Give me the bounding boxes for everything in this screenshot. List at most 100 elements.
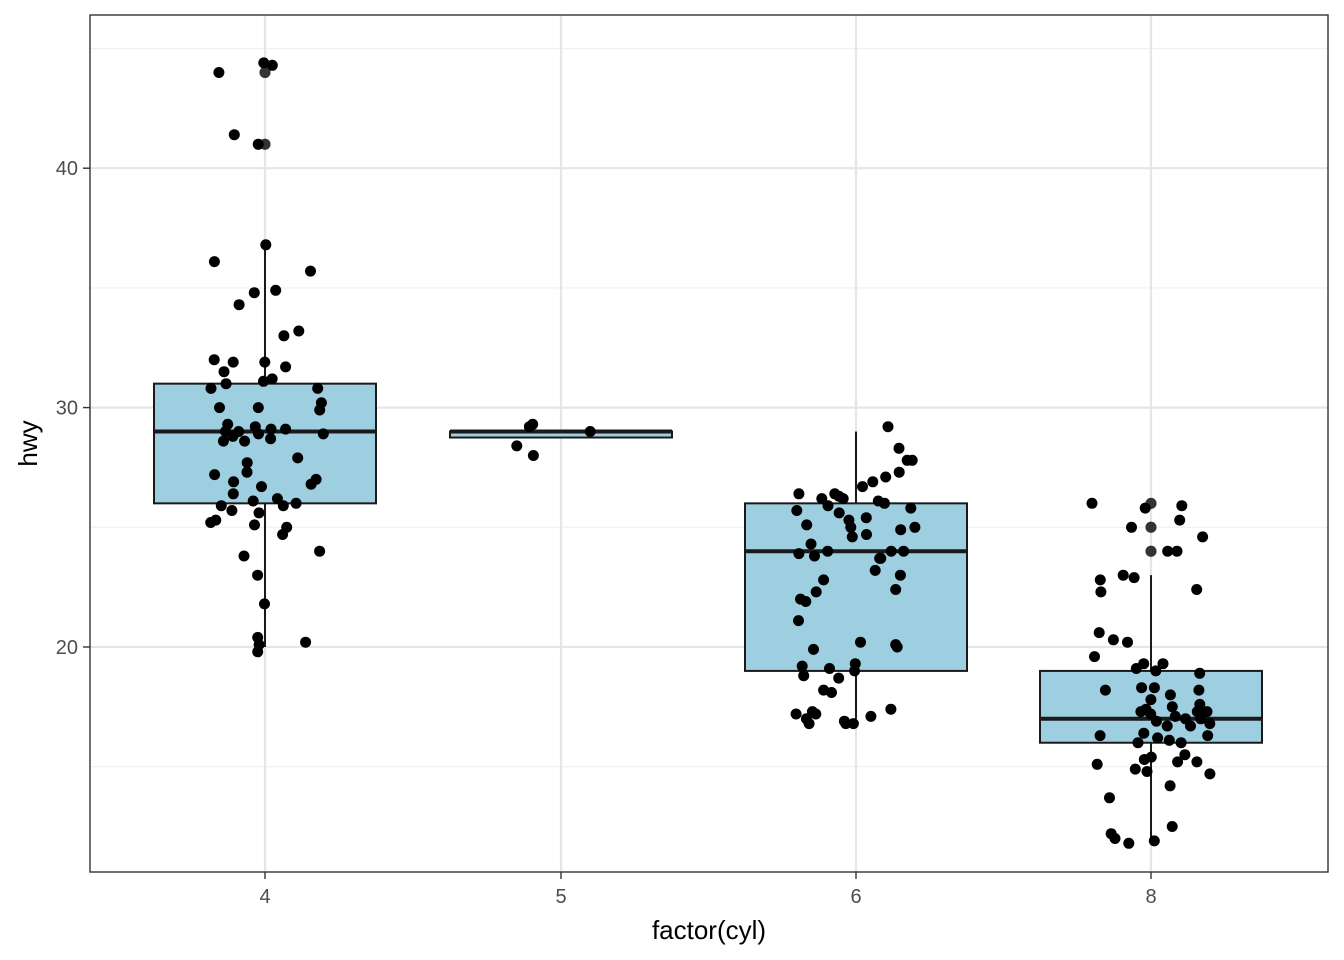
y-tick-label: 40 [56,158,78,180]
data-point [824,663,835,674]
data-point [822,545,834,557]
data-point [1162,545,1174,557]
data-point [258,375,269,387]
data-point [818,574,830,586]
data-point [1089,651,1100,663]
data-point [218,366,230,378]
data-point [1126,521,1137,533]
data-point [228,476,240,488]
data-point [808,643,819,655]
data-point [894,569,906,581]
data-point [833,672,845,684]
data-point [215,500,227,512]
data-point [252,569,264,581]
data-point [1157,658,1169,670]
data-point [253,507,265,519]
data-point [796,660,808,672]
data-point [885,703,897,715]
data-point [266,373,278,385]
data-point [209,469,221,481]
data-point [1123,837,1135,849]
data-point [885,545,897,557]
data-point [1129,763,1141,775]
data-point [803,718,815,730]
data-point [901,454,913,466]
data-point [840,718,852,730]
data-point [208,354,220,366]
data-point [258,57,270,69]
data-point [228,129,240,141]
data-point [898,545,910,557]
data-point [205,517,217,528]
data-point [314,545,326,557]
data-point [816,493,828,505]
data-point [265,433,277,445]
data-point [1094,574,1106,586]
data-point [1094,730,1106,742]
data-point [277,500,289,512]
data-point [249,519,260,531]
data-point [1191,756,1203,768]
data-point [1099,684,1111,696]
data-point [252,138,264,150]
data-point [1204,718,1216,730]
data-point [1107,634,1119,646]
data-point [1086,497,1098,509]
data-point [527,450,539,461]
data-point [890,584,902,595]
box-iqr [1039,669,1263,744]
data-point [241,466,253,478]
data-point [260,239,272,251]
box-layer [153,66,1263,839]
data-point [259,356,271,368]
data-point [1204,768,1216,780]
data-point [1166,821,1178,832]
x-axis-title: factor(cyl) [652,915,766,945]
data-point [845,521,857,533]
data-point [1109,833,1121,844]
data-point [847,718,859,730]
data-point [217,435,229,447]
data-point [1191,584,1203,595]
data-point [314,404,326,416]
data-point [1135,706,1147,718]
data-point [292,452,304,464]
data-point [809,550,820,562]
data-point [1150,715,1162,727]
data-point [860,512,872,524]
data-point [1166,701,1178,713]
data-point [239,435,251,447]
data-point [1093,627,1105,639]
data-point [1201,706,1213,718]
data-point [867,476,879,488]
data-point [226,505,238,516]
data-point [312,382,324,394]
data-point [1164,780,1176,792]
data-point [1136,682,1148,694]
data-point [227,488,239,500]
data-point [238,550,250,562]
data-point [893,442,905,454]
data-point [214,402,225,414]
data-point [277,529,289,540]
data-point [1141,766,1153,777]
data-point [895,524,907,536]
data-point [213,67,225,78]
data-point [252,646,264,658]
data-point [891,641,903,653]
data-point [1176,500,1188,512]
data-point [584,426,596,437]
data-point [793,488,805,500]
data-point [1148,682,1160,694]
data-point [259,598,270,610]
data-point [805,538,817,550]
data-point [1122,636,1133,648]
data-point [880,471,892,483]
data-point [1130,663,1142,674]
data-point [879,497,890,509]
data-point [1179,749,1191,761]
data-point [511,440,523,452]
data-point [865,710,877,722]
data-point [791,505,803,516]
data-point [1197,531,1209,543]
